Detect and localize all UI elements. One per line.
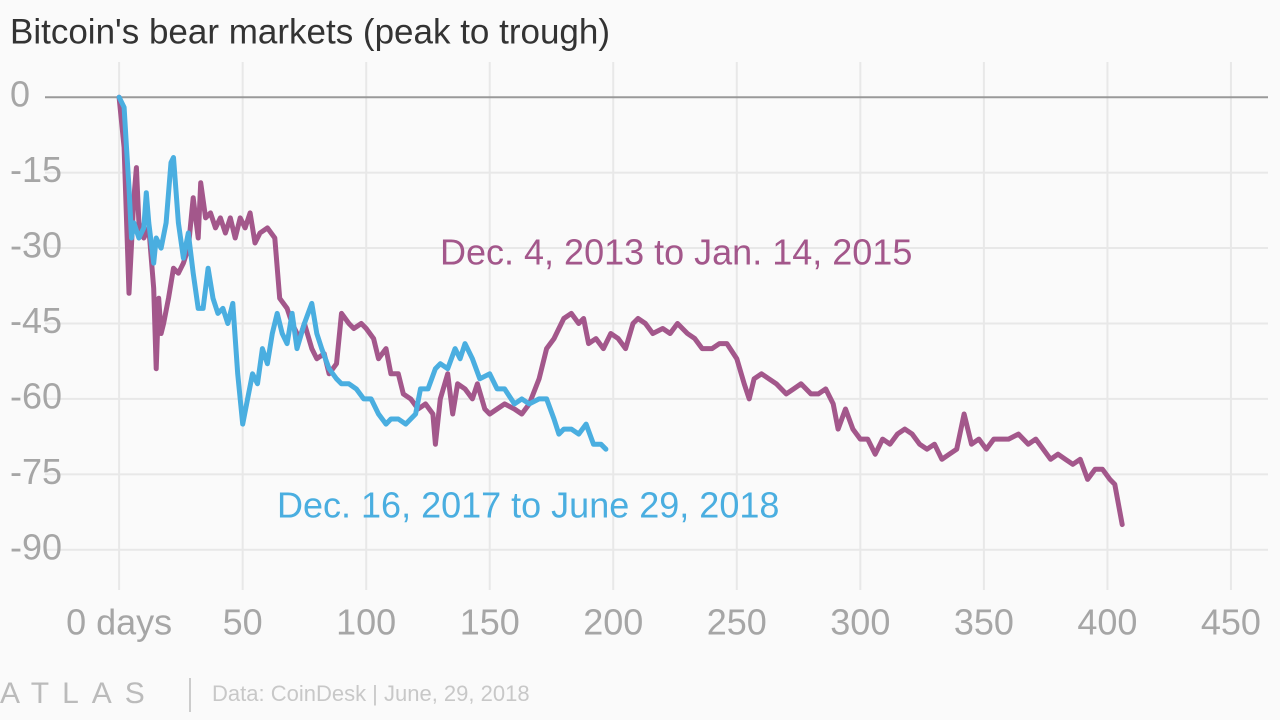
x-tick-label: 50 [223,602,263,643]
x-tick-label: 250 [707,602,767,643]
y-tick-label: -45 [10,300,62,341]
x-tick-label: 450 [1201,602,1261,643]
series-line [116,94,609,452]
x-tick-label: 200 [583,602,643,643]
logo: ATLAS [0,677,158,710]
series-line [116,94,1125,528]
source: Data: CoinDesk | June, 29, 2018 [212,681,530,706]
y-tick-label: -15 [10,149,62,190]
x-tick-label: 350 [954,602,1014,643]
x-tick-label: 0 days [66,602,172,643]
y-tick-label: 0 [10,74,30,115]
chart-title: Bitcoin's bear markets (peak to trough) [10,12,610,51]
series-label: Dec. 4, 2013 to Jan. 14, 2015 [440,232,912,273]
x-tick-label: 100 [336,602,396,643]
y-tick-label: -75 [10,451,62,492]
y-tick-label: -30 [10,225,62,266]
x-tick-label: 400 [1077,602,1137,643]
x-tick-label: 300 [830,602,890,643]
x-tick-label: 150 [460,602,520,643]
y-tick-label: -90 [10,526,62,567]
series-label: Dec. 16, 2017 to June 29, 2018 [277,485,779,526]
y-tick-label: -60 [10,375,62,416]
